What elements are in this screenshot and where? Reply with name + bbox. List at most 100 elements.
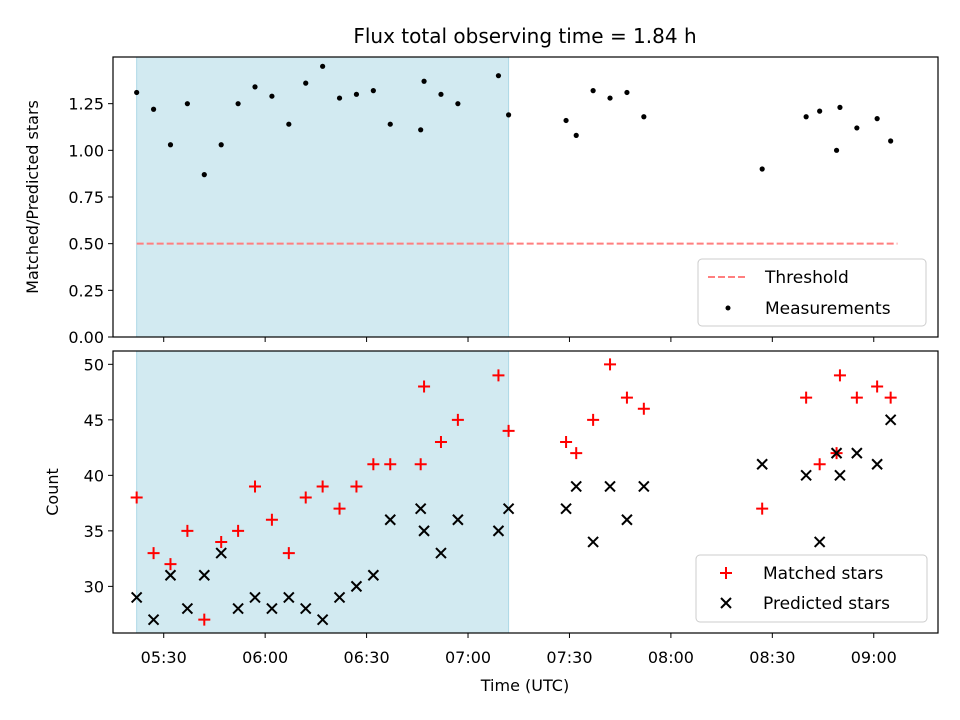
predicted-stars-point xyxy=(164,569,177,581)
ratio-y-tick-label: 1.00 xyxy=(68,141,104,160)
predicted-stars-point xyxy=(502,502,515,515)
matched-stars-point xyxy=(147,547,160,560)
count-y-axis-label: Count xyxy=(43,468,62,516)
ratio-y-axis-label: Matched/Predicted stars xyxy=(23,100,42,294)
matched-stars-point xyxy=(570,447,583,460)
predicted-stars-point xyxy=(316,613,329,626)
x-tick-label: 09:00 xyxy=(851,648,897,667)
measurements-legend-swatch xyxy=(725,305,731,311)
predicted-stars-point xyxy=(435,547,447,559)
count-legend-box xyxy=(695,554,928,623)
predicted-stars-point xyxy=(871,458,883,470)
chart-title: Flux total observing time = 1.84 h xyxy=(353,24,696,48)
matched-stars-point xyxy=(756,502,769,515)
count-y-tick-label: 30 xyxy=(84,577,104,596)
measurements-legend-label: Measurements xyxy=(765,299,891,319)
matched-stars-point xyxy=(418,380,431,393)
matched-stars-point xyxy=(232,524,245,537)
ratio-plot-area: 0.00 0.25 0.50 0.75 1.00 1.25 xyxy=(68,56,939,347)
matched-stars-point xyxy=(198,613,211,626)
measurement-point xyxy=(607,95,613,101)
measurement-point xyxy=(370,88,376,94)
measurement-point xyxy=(252,84,258,90)
predicted-stars-point xyxy=(813,536,826,548)
measurement-point xyxy=(387,121,393,127)
measurement-point xyxy=(624,89,630,96)
count-y-tick-label: 50 xyxy=(84,355,104,374)
matched-stars-point xyxy=(620,391,633,404)
measurement-point xyxy=(303,80,309,86)
predicted-stars-point xyxy=(560,502,572,515)
measurement-point xyxy=(418,127,424,133)
predicted-stars-point xyxy=(232,602,244,615)
predicted-stars-point xyxy=(418,525,430,537)
predicted-stars-point xyxy=(800,469,812,482)
predicted-stars-point xyxy=(492,525,505,537)
ratio-shaded-span xyxy=(136,56,510,338)
count-legend: Matched stars Predicted stars xyxy=(695,554,928,623)
matched-stars-point xyxy=(813,458,826,471)
measurement-point xyxy=(184,101,190,107)
count-axes-frame xyxy=(112,350,939,634)
matched-stars-point xyxy=(850,391,863,404)
predicted-stars-point xyxy=(414,502,427,515)
count-panel: 30 35 40 45 50 05:30 06:00 06:30 07:00 07:30 08:00… xyxy=(43,350,939,695)
matched-stars-point xyxy=(414,458,427,471)
matched-stars-point xyxy=(434,436,447,449)
matched-stars-point xyxy=(492,369,505,382)
measurement-point xyxy=(803,114,809,120)
measurement-point xyxy=(269,93,275,99)
x-tick-label: 06:30 xyxy=(344,648,390,667)
measurement-point xyxy=(495,73,502,79)
count-y-tick-label: 40 xyxy=(84,466,104,485)
predicted-stars-point xyxy=(570,480,582,493)
matched-stars-point xyxy=(215,535,228,548)
measurement-point xyxy=(573,132,579,138)
predicted-stars-point xyxy=(333,591,346,604)
predicted-stars-point xyxy=(587,536,599,548)
predicted-legend-label: Predicted stars xyxy=(763,594,890,614)
measurement-point xyxy=(320,63,326,69)
matched-stars-point xyxy=(367,458,380,471)
ratio-y-tick-label: 0.25 xyxy=(68,281,104,300)
matched-stars-point xyxy=(451,413,464,426)
x-tick-label: 05:30 xyxy=(141,648,187,667)
matched-stars-point xyxy=(130,491,143,504)
ratio-y-tick-label: 0.50 xyxy=(68,235,104,254)
measurement-point xyxy=(235,101,241,107)
matched-stars-point xyxy=(871,380,884,393)
ratio-y-tick-label: 1.25 xyxy=(68,95,104,114)
measurement-point xyxy=(505,112,512,118)
predicted-legend-swatch xyxy=(720,597,732,609)
predicted-stars-point xyxy=(834,469,846,482)
predicted-stars-point xyxy=(283,591,295,604)
measurement-point xyxy=(590,88,596,94)
predicted-stars-point xyxy=(300,602,312,615)
matched-stars-point xyxy=(316,480,329,493)
measurement-point xyxy=(201,172,207,178)
predicted-stars-point xyxy=(181,602,194,615)
matched-stars-point xyxy=(333,502,346,515)
measurement-point xyxy=(759,166,765,172)
matched-stars-point xyxy=(833,369,846,382)
measurement-point xyxy=(641,114,647,120)
matched-legend-label: Matched stars xyxy=(763,564,883,584)
matched-stars-point xyxy=(604,358,617,371)
measurement-point xyxy=(421,78,427,84)
count-y-tick-label: 35 xyxy=(84,522,104,541)
predicted-stars-point xyxy=(621,514,633,526)
measurement-point xyxy=(150,106,157,112)
predicted-stars-point xyxy=(130,591,143,604)
predicted-stars-point xyxy=(756,458,768,470)
predicted-stars-point xyxy=(367,569,380,581)
measurement-point xyxy=(438,91,444,97)
x-axis-label: Time (UTC) xyxy=(480,676,569,695)
measurement-point xyxy=(455,101,461,107)
x-tick-label: 06:00 xyxy=(242,648,288,667)
measurement-point xyxy=(833,147,840,153)
matched-stars-point xyxy=(637,402,650,415)
matched-stars-point xyxy=(299,491,312,504)
count-y-tick-label: 45 xyxy=(84,411,104,430)
measurement-point xyxy=(874,116,880,122)
